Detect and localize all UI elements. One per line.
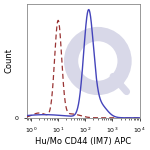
Circle shape [64, 27, 132, 95]
Circle shape [78, 41, 117, 81]
Y-axis label: Count: Count [4, 48, 13, 74]
X-axis label: Hu/Mo CD44 (IM7) APC: Hu/Mo CD44 (IM7) APC [35, 137, 131, 146]
